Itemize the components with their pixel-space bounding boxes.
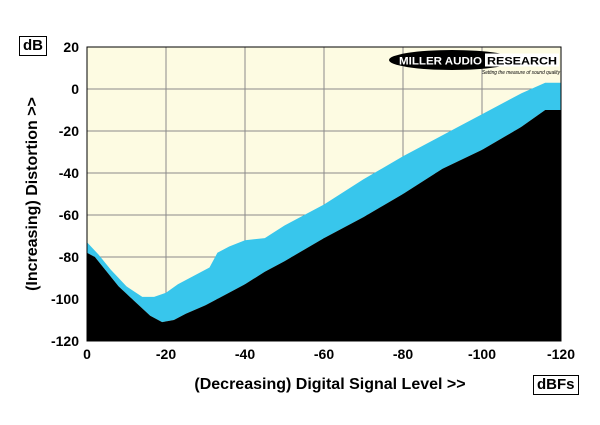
x-tick-label: 0 [83,346,91,362]
x-tick-label: -60 [314,346,334,362]
y-tick-label: -60 [59,207,79,223]
x-tick-label: -120 [547,346,575,362]
y-unit-label: dB [19,36,47,56]
plot-border [86,46,562,342]
x-tick-label: -20 [156,346,176,362]
y-tick-label: -120 [51,333,79,349]
y-tick-label: 20 [63,39,79,55]
y-tick-label: -20 [59,123,79,139]
x-tick-label: -40 [235,346,255,362]
y-axis-title: (Increasing) Distortion >> [24,97,41,291]
svg-text:Setting the measure of sound q: Setting the measure of sound quality [482,70,561,76]
svg-text:RESEARCH: RESEARCH [487,56,557,68]
miller-audio-research-logo: MILLER AUDIO RESEARCH Setting the measur… [389,50,561,76]
x-tick-labels: 0 -20 -40 -60 -80 -100 -120 [83,346,575,362]
y-tick-label: 0 [71,81,79,97]
x-tick-label: -80 [393,346,413,362]
noise-floor-area [87,110,561,341]
distortion-band-area [87,82,561,323]
y-tick-labels: 20 0 -20 -40 -60 -80 -100 -120 [51,39,79,349]
svg-text:MILLER AUDIO: MILLER AUDIO [399,56,482,68]
y-tick-label: -80 [59,249,79,265]
x-unit-label: dBFs [533,375,579,395]
x-axis-title: (Decreasing) Digital Signal Level >> [194,376,465,393]
x-tick-label: -100 [468,346,496,362]
y-tick-label: -100 [51,291,79,307]
y-tick-label: -40 [59,165,79,181]
